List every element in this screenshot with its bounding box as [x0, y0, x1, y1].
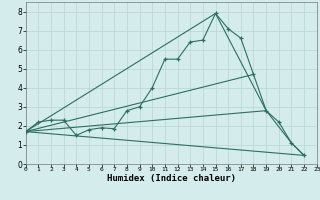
- X-axis label: Humidex (Indice chaleur): Humidex (Indice chaleur): [107, 174, 236, 183]
